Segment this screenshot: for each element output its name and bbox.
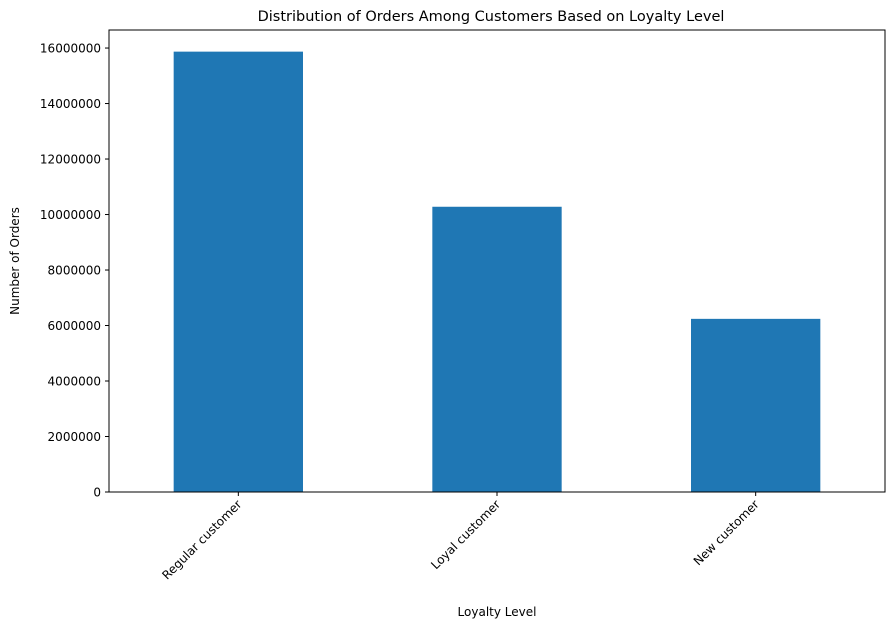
y-axis-label: Number of Orders [8, 207, 22, 315]
y-tick-label: 16000000 [40, 42, 101, 56]
bars [173, 51, 821, 492]
x-axis-label: Loyalty Level [458, 605, 537, 619]
bar-new-customer [691, 318, 821, 492]
x-tick-label: Regular customer [159, 497, 244, 582]
chart-title: Distribution of Orders Among Customers B… [258, 9, 725, 25]
y-tick-label: 4000000 [48, 375, 101, 389]
x-tick-label: New customer [691, 497, 762, 568]
y-tick-label: 0 [93, 486, 101, 500]
y-axis-ticks: 0 2000000 4000000 6000000 8000000 10000000 120… [40, 42, 109, 500]
x-axis-ticks: Regular customer Loyal customer New custom… [159, 492, 762, 582]
bar-loyal-customer [432, 206, 562, 492]
y-tick-label: 12000000 [40, 153, 101, 167]
x-tick-label: Loyal customer [428, 497, 503, 572]
plot-area-frame [108, 29, 886, 493]
bar-regular-customer [173, 51, 303, 492]
y-tick-label: 8000000 [48, 264, 101, 278]
y-tick-label: 14000000 [40, 97, 101, 111]
y-tick-label: 2000000 [48, 430, 101, 444]
y-tick-label: 10000000 [40, 208, 101, 222]
y-tick-label: 6000000 [48, 319, 101, 333]
